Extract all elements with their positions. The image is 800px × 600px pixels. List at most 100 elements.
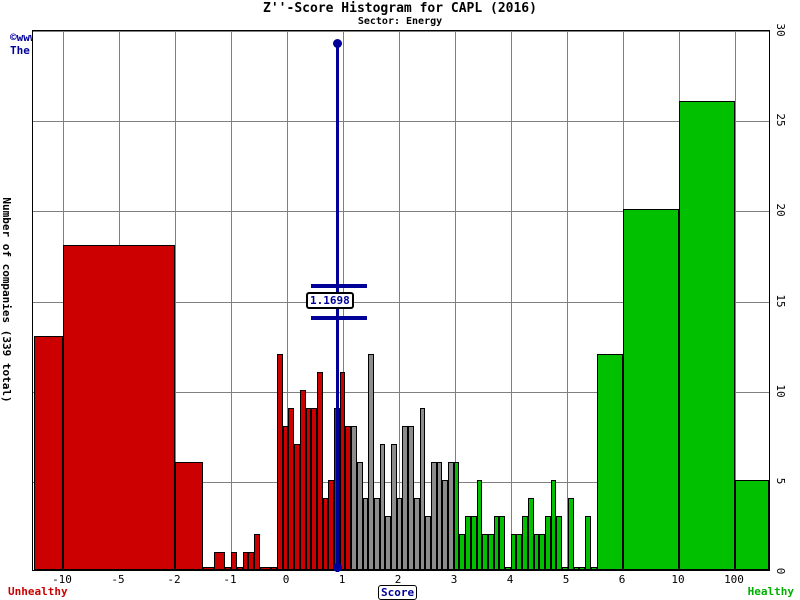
histogram-bar	[323, 497, 328, 570]
histogram-bar	[471, 515, 477, 570]
y-tick-label: 5	[774, 477, 787, 485]
histogram-bar	[494, 515, 499, 570]
histogram-bar	[597, 353, 623, 570]
x-tick-label: -1	[223, 573, 237, 586]
histogram-bar	[414, 497, 420, 570]
histogram-bar	[551, 479, 556, 570]
histogram-bar	[528, 497, 534, 570]
y-tick-label: 25	[774, 113, 787, 127]
histogram-bar	[477, 479, 482, 570]
histogram-bar	[591, 567, 597, 570]
gridline-horizontal	[33, 121, 769, 123]
histogram-bar	[345, 425, 351, 570]
y-axis-label: Number of companies (339 total)	[0, 197, 13, 403]
histogram-bar	[488, 533, 494, 570]
histogram-bar	[539, 533, 545, 570]
x-tick-label: 100	[724, 573, 744, 586]
marker-value-label: 1.1698	[306, 292, 354, 309]
x-tick-label: 2	[394, 573, 402, 586]
histogram-bar	[442, 479, 448, 570]
histogram-bar	[459, 533, 465, 570]
histogram-bar	[623, 209, 679, 570]
histogram-bar	[397, 497, 402, 570]
gridline-vertical	[735, 31, 736, 570]
histogram-bar	[283, 425, 288, 570]
histogram-bar	[294, 443, 300, 570]
x-tick-label: -5	[111, 573, 125, 586]
gridline-vertical	[399, 31, 400, 570]
x-tick-label: -10	[52, 573, 72, 586]
histogram-bar	[317, 371, 323, 570]
gridline-horizontal	[33, 211, 769, 213]
histogram-bar	[505, 567, 511, 570]
histogram-bar	[254, 533, 260, 570]
histogram-bar	[574, 567, 579, 570]
histogram-bar	[237, 567, 243, 570]
histogram-bar	[465, 515, 471, 570]
x-tick-label: 4	[506, 573, 514, 586]
histogram-bar	[340, 371, 345, 570]
histogram-bar	[277, 353, 283, 570]
histogram-bar	[408, 425, 414, 570]
marker-dot-top	[333, 39, 342, 48]
histogram-bar	[425, 515, 431, 570]
chart-subtitle: Sector: Energy	[357, 16, 443, 27]
histogram-bar	[351, 425, 357, 570]
histogram-bar	[499, 515, 505, 570]
x-tick-label: 1	[338, 573, 346, 586]
gridline-horizontal	[33, 301, 769, 303]
histogram-bar	[374, 497, 380, 570]
histogram-bar	[63, 245, 175, 570]
histogram-bar	[368, 353, 374, 570]
histogram-bar	[534, 533, 539, 570]
y-tick-label: 0	[774, 567, 787, 575]
histogram-bar	[735, 479, 769, 570]
legend-unhealthy: Unhealthy	[8, 585, 68, 598]
y-tick-label: 10	[774, 384, 787, 398]
histogram-bar	[402, 425, 408, 570]
x-tick-label: 10	[671, 573, 685, 586]
histogram-bar	[545, 515, 551, 570]
x-tick-label: 6	[618, 573, 626, 586]
gridline-vertical	[567, 31, 568, 570]
histogram-bar	[522, 515, 528, 570]
histogram-bar	[556, 515, 562, 570]
marker-bracket-bottom	[311, 316, 367, 320]
y-tick-label: 15	[774, 293, 787, 308]
histogram-bar	[363, 497, 368, 570]
gridline-vertical	[175, 31, 176, 570]
histogram-bar	[516, 533, 522, 570]
histogram-bar	[437, 461, 442, 570]
histogram-bar	[454, 461, 459, 570]
gridline-vertical	[287, 31, 288, 570]
legend-healthy: Healthy	[747, 585, 794, 598]
histogram-bar	[328, 479, 334, 570]
histogram-bar	[34, 335, 63, 570]
y-tick-label: 30	[774, 23, 787, 37]
histogram-bar	[585, 515, 591, 570]
marker-bracket-top	[311, 284, 367, 288]
histogram-bar	[568, 497, 574, 570]
marker-dot-bottom	[333, 563, 342, 572]
histogram-bar	[679, 101, 735, 570]
histogram-bar	[175, 461, 203, 570]
histogram-bar	[248, 551, 254, 570]
histogram-bar	[579, 567, 585, 570]
histogram-bar	[225, 567, 231, 570]
histogram-bar	[214, 551, 225, 570]
histogram-bar	[420, 407, 425, 570]
histogram-bar	[562, 567, 568, 570]
histogram-bar	[243, 551, 248, 570]
gridline-horizontal	[33, 31, 769, 32]
y-tick-label: 20	[774, 203, 787, 217]
histogram-bar	[391, 443, 397, 570]
histogram-bar	[385, 515, 391, 570]
histogram-bar	[203, 567, 214, 570]
histogram-bar	[260, 567, 271, 570]
histogram-bar	[357, 461, 363, 570]
histogram-bar	[306, 407, 311, 570]
gridline-vertical	[231, 31, 232, 570]
x-axis-label: Score	[378, 585, 418, 600]
plot-area: 1.1698	[32, 30, 770, 572]
